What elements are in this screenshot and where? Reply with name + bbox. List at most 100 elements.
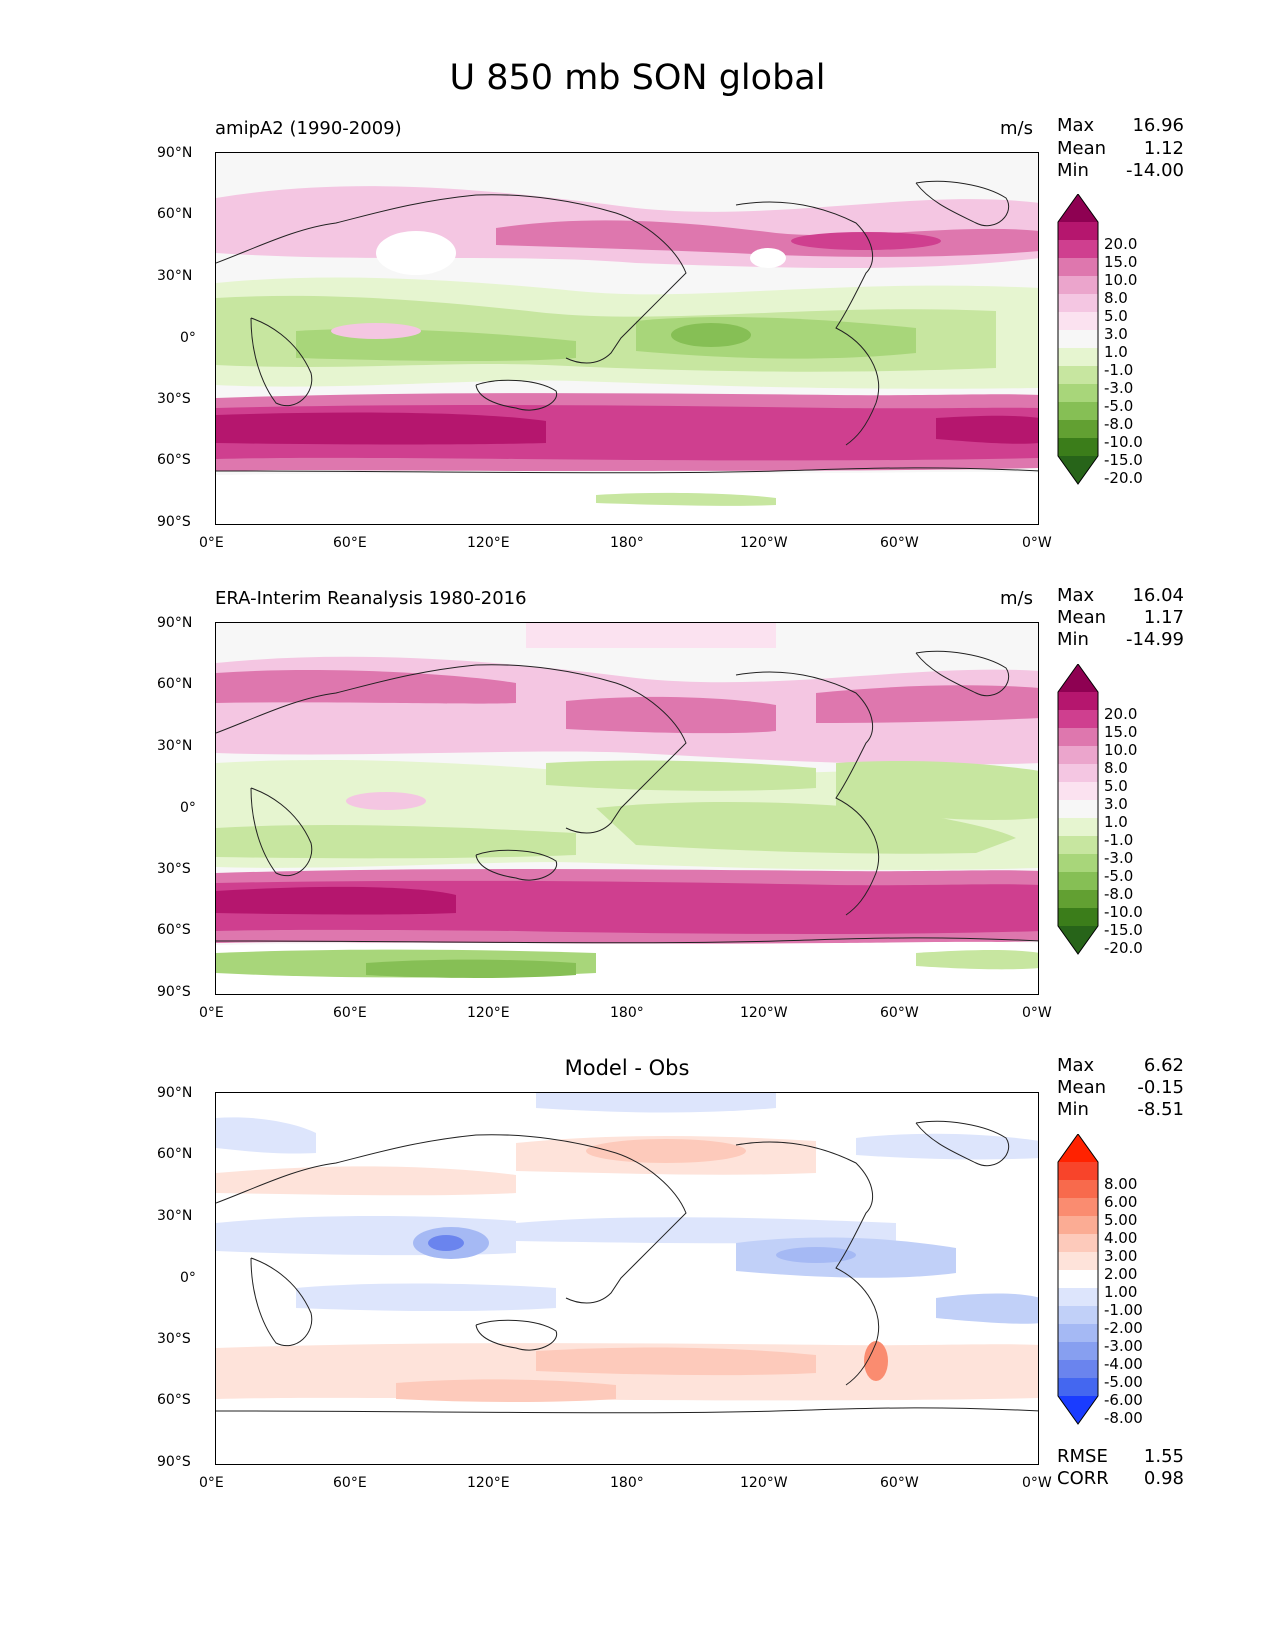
colorbar-level-label: -15.0 [1104, 451, 1143, 469]
colorbar-swatch [1058, 312, 1098, 331]
colorbar-swatch [1058, 1288, 1098, 1307]
colorbar-swatch [1058, 1360, 1098, 1379]
panel-3-xtick: 60°E [333, 1475, 367, 1491]
panel-1-units: m/s [1000, 118, 1033, 139]
panel-1-ytick: 90°S [157, 514, 191, 530]
panel-3-xtick: 120°E [467, 1475, 510, 1491]
panel-3-max-label: Max [1057, 1055, 1095, 1076]
colorbar-swatch [1058, 222, 1098, 241]
colorbar-level-label: 2.00 [1104, 1265, 1138, 1283]
colorbar-swatch [1058, 926, 1098, 954]
panel-3-corr-value: 0.98 [1143, 1468, 1184, 1489]
colorbar-level-label: 5.00 [1104, 1211, 1138, 1229]
panel-1-max-label: Max [1057, 115, 1095, 136]
panel-1-map [215, 152, 1039, 525]
colorbar-swatch [1058, 366, 1098, 385]
panel-2-map [215, 622, 1039, 995]
colorbar-swatch [1058, 818, 1098, 837]
colorbar-swatch [1058, 854, 1098, 873]
panel-3-colorbar-swatches [1057, 1134, 1099, 1425]
colorbar-swatch [1058, 692, 1098, 711]
colorbar-swatch [1058, 1252, 1098, 1271]
colorbar-level-label: -1.00 [1104, 1301, 1143, 1319]
panel-2-units: m/s [1000, 588, 1033, 609]
colorbar-swatch [1058, 1134, 1098, 1162]
panel-2-colorbar-swatches [1057, 664, 1099, 955]
panel-2-ytick: 30°S [157, 861, 191, 877]
panel-2-mean-value: 1.17 [1143, 607, 1184, 628]
panel-2-xtick: 120°W [740, 1005, 788, 1021]
panel-2-colorbar [1057, 664, 1099, 955]
colorbar-level-label: -5.0 [1104, 397, 1134, 415]
colorbar-swatch [1058, 1324, 1098, 1343]
panel-2-xtick: 0°W [1022, 1005, 1052, 1021]
panel-2-ytick: 60°S [157, 922, 191, 938]
panel-2-ytick: 90°S [157, 984, 191, 1000]
colorbar-level-label: 1.0 [1104, 343, 1128, 361]
colorbar-level-label: -8.0 [1104, 885, 1134, 903]
colorbar-swatch [1058, 1216, 1098, 1235]
colorbar-swatch [1058, 1162, 1098, 1181]
panel-1-title: amipA2 (1990-2009) [215, 118, 402, 139]
panel-2-title: ERA-Interim Reanalysis 1980-2016 [215, 588, 527, 609]
colorbar-level-label: 10.0 [1104, 271, 1138, 289]
colorbar-swatch [1058, 1306, 1098, 1325]
colorbar-swatch [1058, 1342, 1098, 1361]
colorbar-swatch [1058, 276, 1098, 295]
panel-3-mean-label: Mean [1057, 1077, 1107, 1098]
colorbar-level-label: -4.00 [1104, 1355, 1143, 1373]
colorbar-level-label: -10.0 [1104, 433, 1143, 451]
panel-3-corr-label: CORR [1057, 1468, 1109, 1489]
panel-2-ytick: 90°N [157, 615, 193, 631]
colorbar-swatch [1058, 258, 1098, 277]
colorbar-level-label: 20.0 [1104, 235, 1138, 253]
panel-2-xtick: 180° [610, 1005, 644, 1021]
colorbar-swatch [1058, 384, 1098, 403]
colorbar-swatch [1058, 420, 1098, 439]
colorbar-level-label: 4.00 [1104, 1229, 1138, 1247]
panel-1-min-value: -14.00 [1125, 160, 1184, 181]
colorbar-level-label: -20.0 [1104, 939, 1143, 957]
panel-1-max-value: 16.96 [1132, 115, 1184, 136]
colorbar-swatch [1058, 1234, 1098, 1253]
panel-1-xtick: 120°W [740, 535, 788, 551]
colorbar-swatch [1058, 194, 1098, 222]
panel-1-ytick: 60°N [157, 206, 193, 222]
panel-1-xtick: 0°W [1022, 535, 1052, 551]
colorbar-level-label: -20.0 [1104, 469, 1143, 487]
panel-2-xtick: 60°E [333, 1005, 367, 1021]
colorbar-level-label: -3.00 [1104, 1337, 1143, 1355]
panel-2-min-value: -14.99 [1125, 629, 1184, 650]
panel-2-max-value: 16.04 [1132, 585, 1184, 606]
panel-2-ytick: 60°N [157, 676, 193, 692]
colorbar-level-label: -6.00 [1104, 1391, 1143, 1409]
colorbar-swatch [1058, 728, 1098, 747]
colorbar-level-label: 8.00 [1104, 1175, 1138, 1193]
colorbar-level-label: 3.0 [1104, 795, 1128, 813]
panel-3-xtick: 180° [610, 1475, 644, 1491]
colorbar-level-label: 15.0 [1104, 723, 1138, 741]
panel-3-title: Model - Obs [564, 1056, 690, 1080]
panel-2-min-label: Min [1057, 629, 1089, 650]
colorbar-level-label: -5.00 [1104, 1373, 1143, 1391]
panel-3-xtick: 0°E [199, 1475, 224, 1491]
colorbar-level-label: -15.0 [1104, 921, 1143, 939]
panel-3-ytick: 0° [180, 1270, 196, 1286]
colorbar-level-label: 5.0 [1104, 307, 1128, 325]
panel-3-rmse-value: 1.55 [1143, 1446, 1184, 1467]
panel-3-colorbar [1057, 1134, 1099, 1425]
panel-3-xtick: 60°W [880, 1475, 919, 1491]
panel-3-map [215, 1092, 1039, 1465]
panel-3-mean-value: -0.15 [1137, 1077, 1184, 1098]
colorbar-swatch [1058, 1198, 1098, 1217]
panel-1-ytick: 60°S [157, 452, 191, 468]
colorbar-swatch [1058, 764, 1098, 783]
colorbar-swatch [1058, 1180, 1098, 1199]
panel-3-max-value: 6.62 [1143, 1055, 1184, 1076]
panel-3-map-field [216, 1093, 1038, 1464]
page-title: U 850 mb SON global [449, 58, 826, 98]
colorbar-outline [1057, 194, 1099, 485]
panel-1-min-label: Min [1057, 160, 1089, 181]
colorbar-swatch [1058, 438, 1098, 457]
colorbar-level-label: -3.0 [1104, 379, 1134, 397]
